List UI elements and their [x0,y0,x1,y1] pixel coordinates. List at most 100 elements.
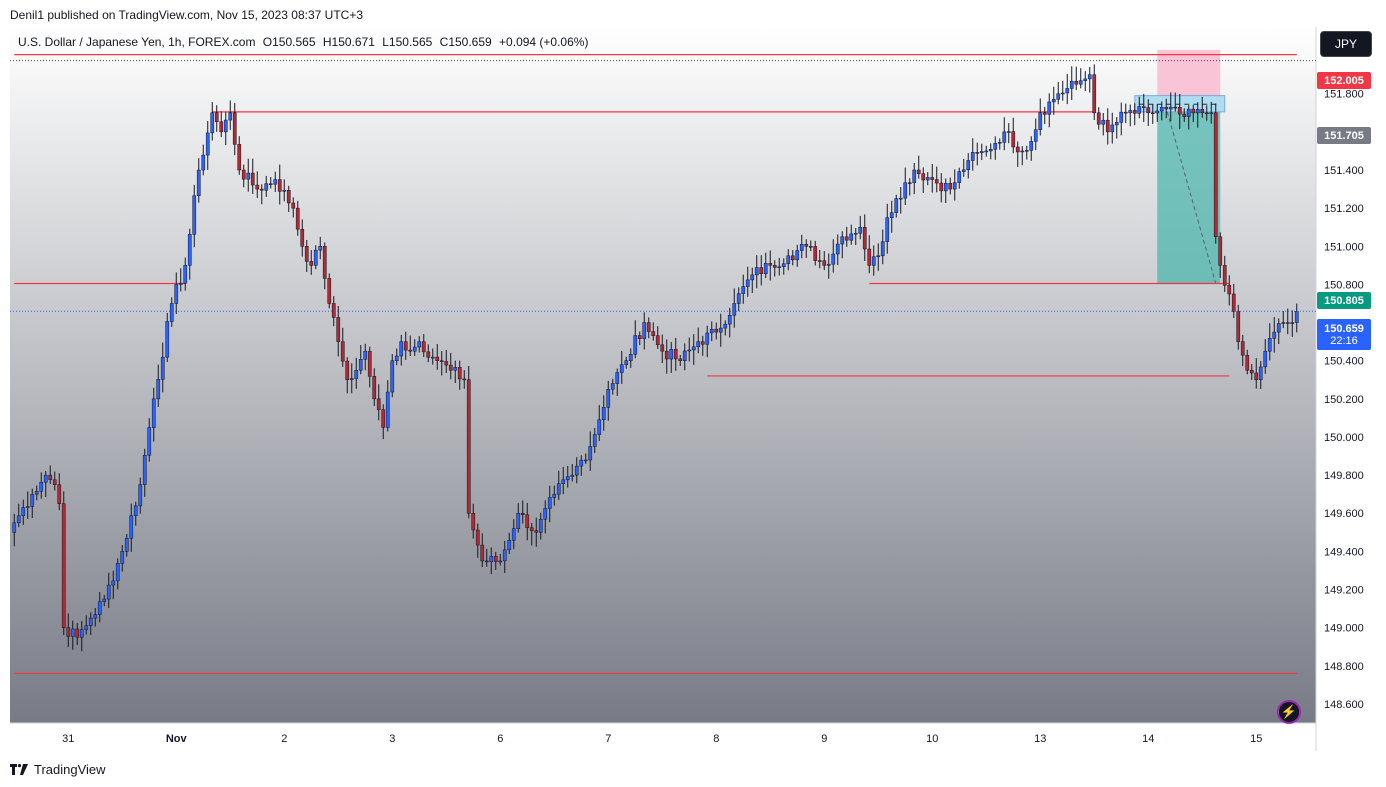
candle-body [970,152,975,161]
candle-body [138,484,143,507]
candle-body [916,169,921,174]
ohlc-high: H150.671 [322,35,375,49]
lightning-icon[interactable]: ⚡ [1277,700,1301,724]
candle-body [696,341,701,348]
candle-body [1087,74,1092,80]
candle-body [1002,131,1007,143]
trade-path-line [1166,111,1217,284]
candle-body [408,349,413,352]
candle-body [484,560,489,563]
candle-body [21,507,26,517]
candle-body [840,236,845,245]
candle-body [925,177,930,181]
candle-body [462,378,467,381]
y-tick-label: 149.600 [1324,508,1364,520]
last-price-value: 150.659 [1324,322,1364,335]
candle-body [529,527,534,531]
chart-background [10,27,1316,723]
candle-body [664,350,669,360]
candle-body [885,217,890,242]
candle-body [367,350,372,377]
candle-body [615,372,620,384]
candle-body [1164,106,1169,110]
candle-body [525,514,530,528]
candle-body [1290,322,1295,324]
candle-body [1065,88,1070,94]
candle-body [156,379,161,400]
candle-body [700,341,705,345]
candle-body [543,508,548,520]
candle-body [619,364,624,373]
price-chart[interactable]: 148.600 148.800 149.000 149.200 149.400 149.6… [10,27,1376,751]
candle-body [750,274,755,281]
currency-button[interactable]: JPY [1320,31,1372,57]
y-tick-label: 149.000 [1324,623,1364,635]
candle-body [457,367,462,380]
candle-body [867,248,872,266]
candle-body [192,195,197,235]
x-tick-label: 14 [1142,733,1154,745]
candle-body [102,598,107,602]
candle-body [228,112,233,121]
candle-body [1276,323,1281,333]
candle-body [804,244,809,247]
candle-body [655,335,660,346]
candle-body [390,360,395,393]
x-tick-label: 8 [713,733,719,745]
candle-body [979,151,984,154]
candle-body [957,171,962,183]
x-tick-label: 31 [62,733,74,745]
candle-body [66,627,71,637]
candle-body [939,182,944,192]
candle-body [345,360,350,381]
candle-body [1051,99,1056,103]
candle-body [448,364,453,371]
candle-body [871,256,876,266]
candle-body [376,398,381,410]
candle-body [669,349,674,360]
candle-body [1015,146,1020,153]
ohlc-low: L150.565 [382,35,433,49]
candle-body [210,112,215,134]
price-tag-green-value: 150.805 [1324,294,1364,307]
candle-body [84,625,89,630]
candle-body [97,601,102,615]
candle-body [588,446,593,461]
candle-body [475,529,480,546]
candle-body [1011,131,1016,148]
y-tick-label: 149.200 [1324,585,1364,597]
candle-body [498,560,503,563]
candle-body [471,512,476,531]
footer-brand[interactable]: TradingView [10,762,106,777]
candle-body [57,484,62,504]
candle-body [385,391,390,428]
candle-body [48,474,53,481]
candle-body [1236,311,1241,342]
candle-body [1101,119,1106,125]
y-tick-label: 151.000 [1324,241,1364,253]
candle-body [277,179,282,192]
x-tick-label: 6 [497,733,503,745]
candle-body [880,241,885,257]
candle-body [1168,106,1173,110]
candle-body [1263,350,1268,368]
candle-body [264,183,269,191]
candle-body [426,351,431,358]
candle-body [538,518,543,533]
candle-body [1227,285,1232,295]
candle-body [961,169,966,172]
candle-body [381,409,386,428]
candle-body [1119,111,1124,123]
symbol-legend: U.S. Dollar / Japanese Yen, 1h, FOREX.co… [18,35,592,49]
candle-body [1231,293,1236,312]
candle-body [534,530,539,533]
time-axis-background [10,723,1316,751]
published-caption: Denil1 published on TradingView.com, Nov… [10,8,363,22]
x-tick-label: 7 [605,733,611,745]
candle-body [268,183,273,185]
candle-body [421,341,426,353]
x-tick-label: 9 [821,733,827,745]
y-tick-label: 151.400 [1324,165,1364,177]
candle-body [714,328,719,333]
candle-body [142,454,147,485]
